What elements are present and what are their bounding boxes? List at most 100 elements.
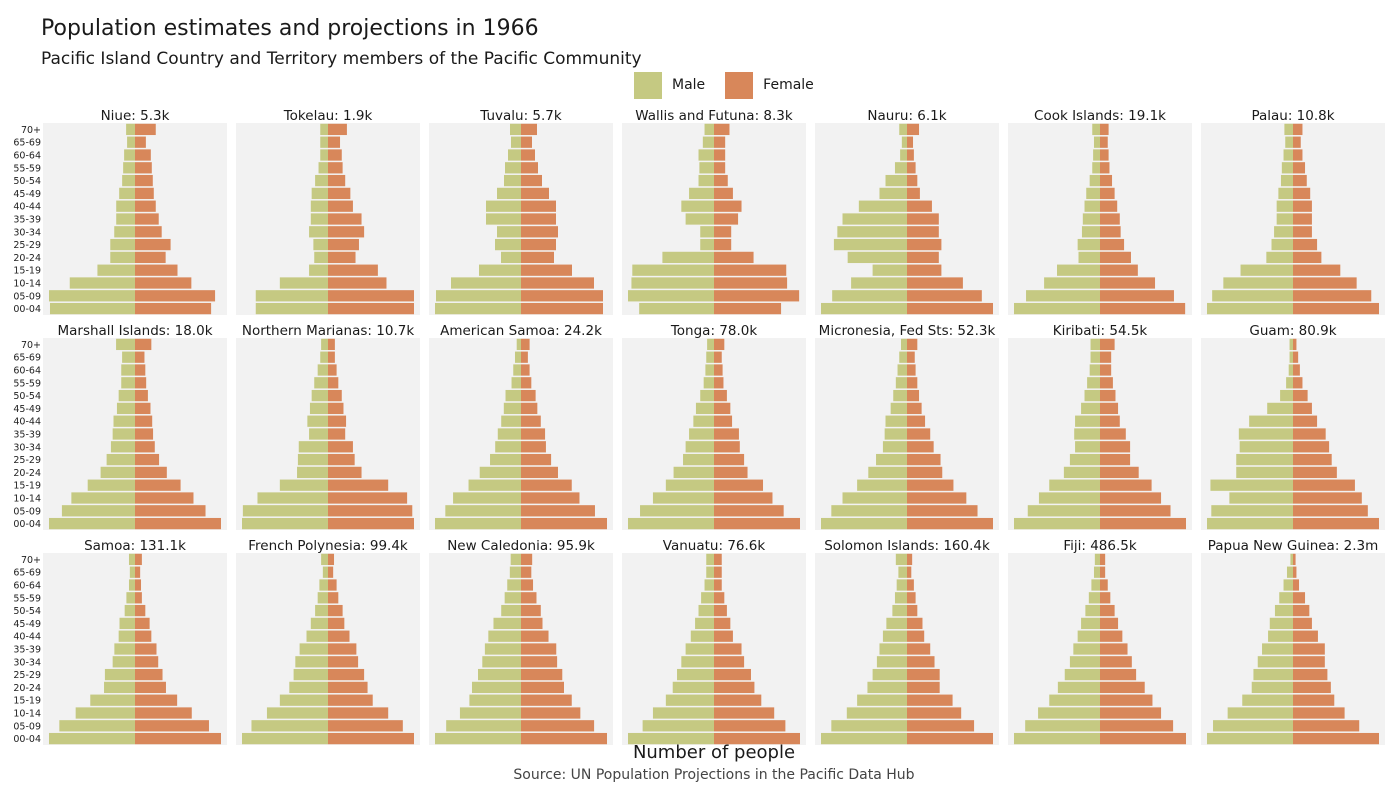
facet-panel: American Samoa: 24.2k [429,323,613,530]
age-tick-label: 40-44 [13,202,41,213]
male-bar [872,264,907,276]
female-bar [135,149,151,161]
female-bar [135,264,178,276]
male-bar [309,226,328,238]
female-bar [328,505,413,517]
male-bar [1283,149,1293,161]
male-bar [894,162,907,174]
female-bar [714,213,739,225]
female-bar [1100,441,1131,453]
female-bar [135,630,152,642]
female-bar [1293,553,1296,566]
female-bar [714,415,733,427]
female-bar [521,656,558,668]
female-bar [1100,264,1138,276]
female-bar [328,492,408,504]
male-bar [868,466,907,479]
male-bar [257,492,328,504]
female-bar [907,732,993,745]
female-bar [1293,415,1318,427]
female-bar [1100,174,1113,187]
male-bar [1090,338,1100,351]
facet-panel: French Polynesia: 99.4k [236,538,420,745]
male-bar [116,200,135,212]
age-tick-label: 10-14 [13,494,41,505]
male-bar [1249,415,1293,427]
male-bar [309,428,328,440]
age-tick-label: 40-44 [13,417,41,428]
female-bar [328,136,341,148]
facet-panel: Micronesia, Fed Sts: 52.3k [815,323,999,530]
legend: Male Female [634,71,834,99]
female-bar [1293,226,1312,238]
female-bar [907,604,918,617]
age-tick-label: 40-44 [13,632,41,643]
female-bar [521,162,538,174]
female-bar [521,200,556,212]
female-bar [714,604,727,617]
female-bar [328,466,362,479]
male-bar [695,617,714,630]
male-bar [689,187,714,200]
female-bar [714,592,725,604]
female-bar [328,200,353,212]
age-tick-label: 20-24 [13,683,41,694]
panel-title: Fiji: 486.5k [1063,538,1137,554]
male-bar [693,415,714,427]
female-bar [1100,630,1123,642]
male-bar [118,389,135,402]
age-tick-label: 70+ [21,125,41,136]
female-bar [1293,174,1307,187]
male-bar [1049,479,1100,491]
panel-title: Palau: 10.8k [1251,108,1334,124]
female-bar [907,187,920,200]
female-bar [521,415,541,427]
male-bar [704,579,714,591]
female-bar [328,453,355,466]
male-bar [100,466,135,479]
male-bar [49,302,135,315]
female-bar [1100,479,1152,491]
facet-panel: Nauru: 6.1k [815,108,999,315]
female-bar [135,553,142,566]
male-bar [49,732,135,745]
male-bar [1212,290,1293,302]
male-bar [1081,402,1100,415]
male-bar [1286,377,1293,389]
female-bar [521,174,542,187]
female-bar [135,415,153,427]
male-bar [831,720,907,732]
female-bar [135,123,156,136]
male-bar [495,238,521,251]
female-bar [1293,505,1368,517]
age-tick-label: 65-69 [13,568,41,579]
male-bar [293,668,328,681]
female-bar [1100,402,1119,415]
male-bar [858,200,907,212]
panel-title: Tonga: 78.0k [670,323,758,339]
female-bar [714,428,739,440]
male-bar [493,617,521,630]
female-bar [328,351,335,363]
male-bar [71,492,135,504]
female-bar [1293,617,1312,630]
female-bar [1293,707,1345,719]
male-bar [1069,453,1100,466]
female-bar [135,707,192,719]
female-bar [907,377,918,389]
male-bar [695,402,714,415]
female-bar [521,377,532,389]
female-bar [1293,681,1331,694]
male-bar [876,453,907,466]
male-bar [879,187,907,200]
female-bar [521,264,572,276]
female-bar [1100,351,1112,363]
male-bar [505,162,521,174]
male-bar [1284,123,1293,136]
female-bar [1293,592,1306,604]
female-bar [135,364,146,376]
facet-panel: Solomon Islands: 160.4k [815,538,999,745]
male-bar [319,579,328,591]
male-bar [821,732,907,745]
female-bar [135,453,160,466]
